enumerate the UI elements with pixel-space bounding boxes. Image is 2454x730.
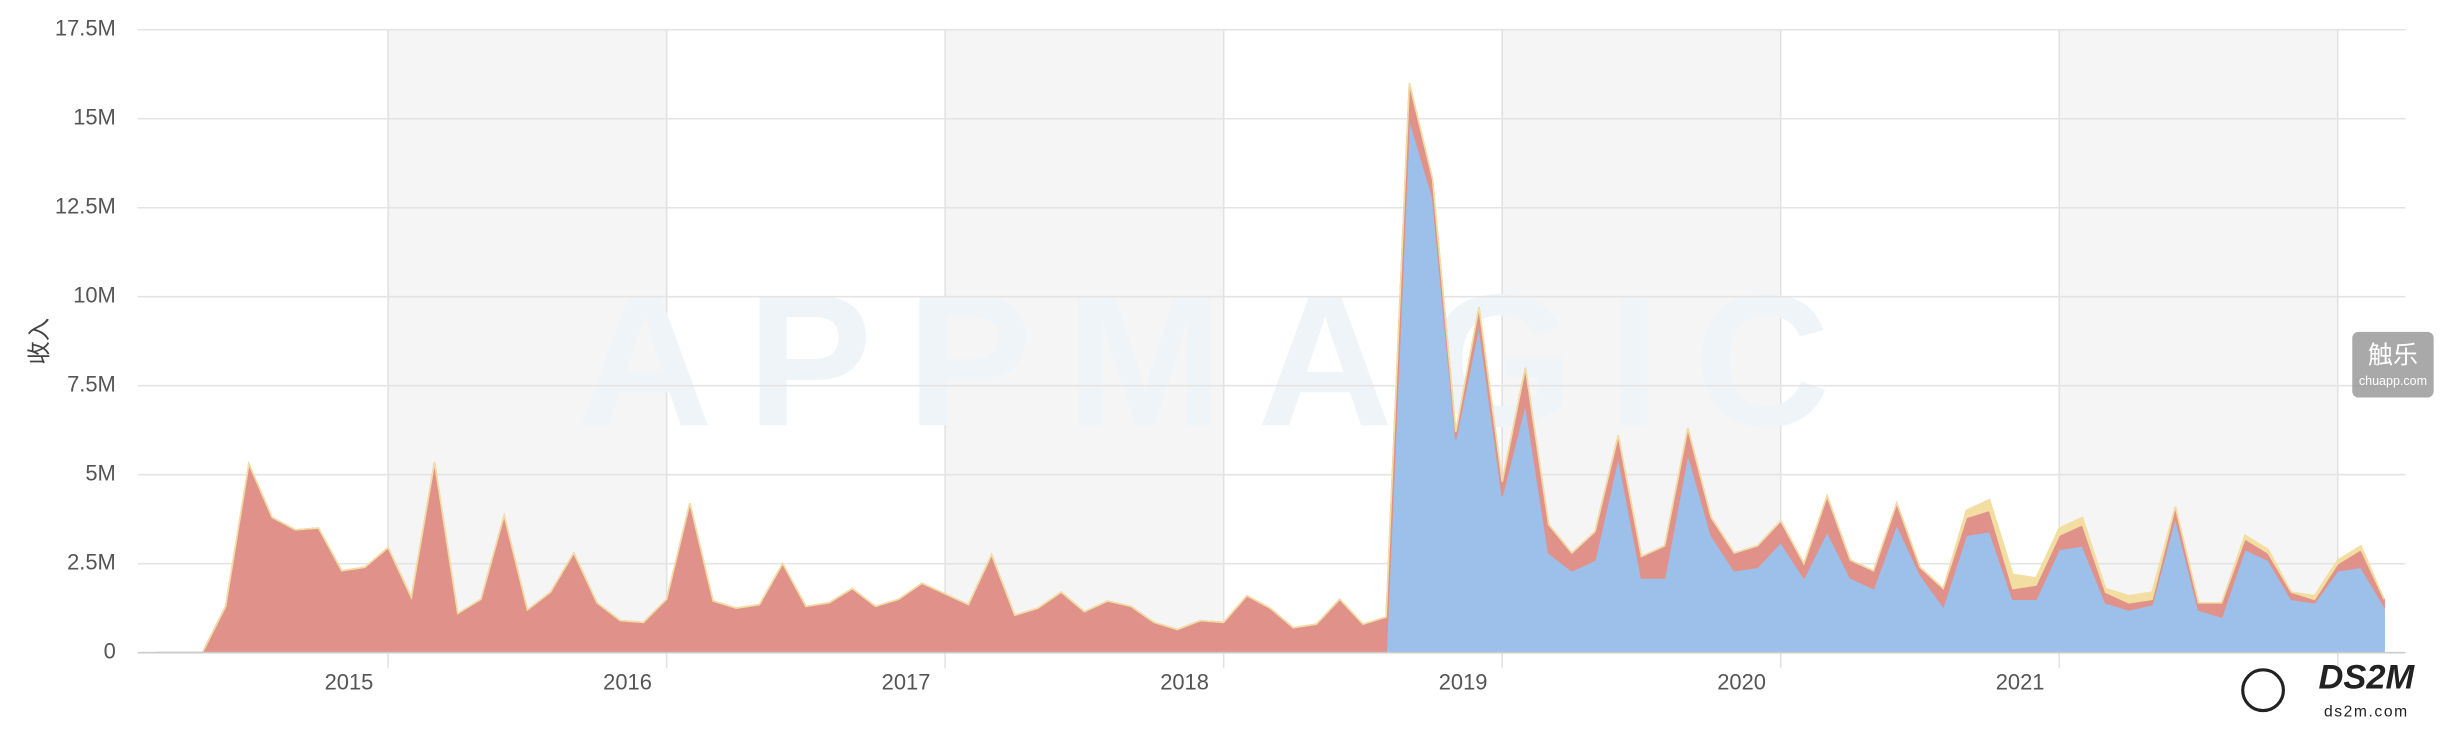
x-tick-label: 2020 — [1717, 670, 1766, 695]
logo-text: DS2M — [2319, 658, 2416, 696]
badge — [2352, 331, 2434, 398]
y-tick-label: 0 — [104, 638, 116, 663]
y-tick-label: 12.5M — [55, 194, 116, 219]
y-tick-label: 5M — [85, 460, 115, 485]
x-tick-label: 2017 — [882, 670, 931, 695]
x-tick-label: 2018 — [1160, 670, 1209, 695]
x-tick-label: 2019 — [1439, 670, 1488, 695]
background-bands — [387, 29, 2339, 669]
badge-text: 触乐 — [2368, 341, 2418, 369]
y-tick-label: 2.5M — [67, 549, 116, 574]
area — [156, 82, 2385, 654]
x-tick-label: 2016 — [603, 670, 652, 695]
x-tick-label: 2021 — [1996, 670, 2045, 695]
y-tick-label: 10M — [73, 283, 116, 308]
y-tick-label: 17.5M — [55, 16, 116, 41]
band — [945, 29, 1224, 653]
y-tick-label: 15M — [73, 105, 116, 130]
band — [2059, 29, 2338, 653]
watermark: APPMAGIC — [577, 255, 1865, 465]
badge-sub: chuapp.com — [2359, 374, 2427, 388]
logo-ring — [2241, 668, 2285, 713]
x-tick-label: 2015 — [325, 670, 374, 695]
y-axis-label: 收入 — [26, 318, 52, 365]
y-tick-label: 7.5M — [67, 371, 116, 396]
logo-sub: ds2m.com — [2324, 703, 2409, 720]
